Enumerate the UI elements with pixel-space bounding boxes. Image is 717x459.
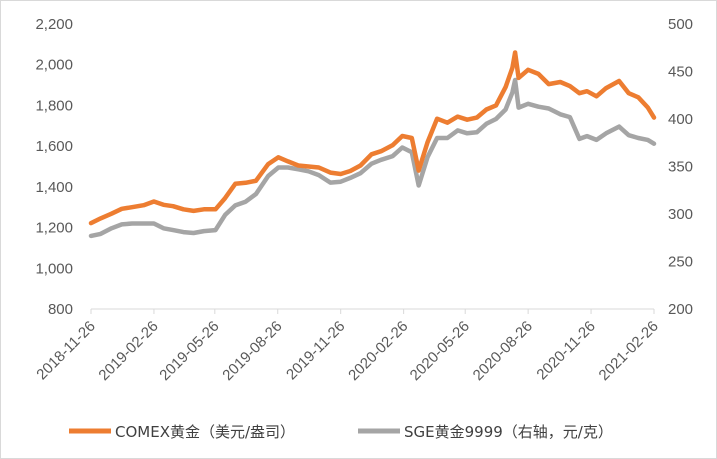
x-tick-label: 2020-08-26 bbox=[470, 318, 536, 384]
x-tick-label: 2021-02-26 bbox=[596, 318, 662, 384]
series-line-comex bbox=[88, 50, 657, 226]
series-lines bbox=[88, 50, 657, 239]
x-tick-label: 2018-11-26 bbox=[33, 318, 98, 383]
x-axis: 2018-11-262019-02-262019-05-262019-08-26… bbox=[33, 308, 662, 384]
y-axis-right: 200 250 300 350 400 450 500 bbox=[668, 16, 693, 318]
x-tick-label: 2019-02-26 bbox=[95, 318, 161, 384]
y-right-tick-label: 300 bbox=[668, 206, 693, 223]
x-tick-label: 2019-08-26 bbox=[219, 318, 285, 384]
x-tick-label: 2019-11-26 bbox=[283, 318, 348, 383]
y-left-tick-label: 1,800 bbox=[35, 97, 73, 114]
legend: COMEX黄金（美元/盎司） SGE黄金9999（右轴，元/克） bbox=[69, 423, 613, 441]
x-tick-label: 2020-02-26 bbox=[345, 318, 411, 384]
y-left-tick-label: 1,000 bbox=[35, 260, 73, 277]
y-right-tick-label: 500 bbox=[668, 16, 693, 33]
x-tick-label: 2020-05-26 bbox=[407, 318, 473, 384]
y-right-tick-label: 350 bbox=[668, 159, 693, 176]
series-line-sge bbox=[88, 77, 657, 239]
y-left-tick-label: 2,000 bbox=[35, 57, 73, 74]
x-tick-label: 2019-05-26 bbox=[156, 318, 222, 384]
x-tick-label: 2020-11-26 bbox=[533, 318, 598, 383]
y-left-tick-label: 2,200 bbox=[35, 16, 73, 33]
y-left-tick-label: 800 bbox=[48, 301, 73, 318]
legend-label-comex: COMEX黄金（美元/盎司） bbox=[115, 423, 295, 441]
y-left-tick-label: 1,400 bbox=[35, 179, 73, 196]
y-right-tick-label: 400 bbox=[668, 111, 693, 128]
y-right-tick-label: 450 bbox=[668, 64, 693, 81]
y-left-tick-label: 1,200 bbox=[35, 220, 73, 237]
y-right-tick-label: 200 bbox=[668, 301, 693, 318]
legend-label-sge: SGE黄金9999（右轴，元/克） bbox=[404, 423, 613, 441]
y-axis-left: 800 1,000 1,200 1,400 1,600 1,800 2,000 2,200 bbox=[35, 16, 73, 318]
y-left-tick-label: 1,600 bbox=[35, 138, 73, 155]
y-right-tick-label: 250 bbox=[668, 254, 693, 271]
